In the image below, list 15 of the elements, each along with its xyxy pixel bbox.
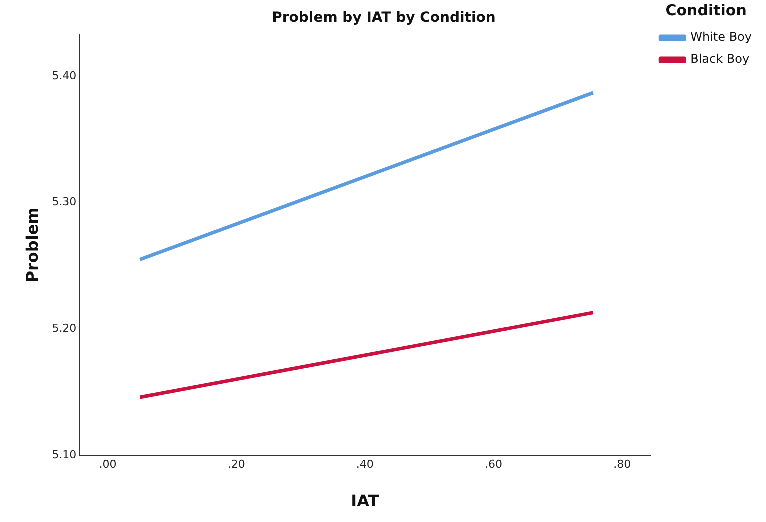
legend-title: Condition [666, 1, 747, 20]
x-tick-label: .60 [484, 458, 502, 472]
x-axis-title: IAT [351, 492, 380, 511]
y-axis-title: Problem [22, 208, 42, 283]
legend-label: White Boy [690, 30, 752, 44]
legend-label: Black Boy [690, 52, 750, 66]
chart-title: Problem by IAT by Condition [272, 10, 496, 26]
x-tick-label: .00 [99, 458, 117, 472]
x-tick-label: .20 [228, 458, 246, 472]
y-tick-label: 5.30 [52, 196, 77, 209]
x-tick-label: .40 [356, 458, 374, 472]
x-tick-label: .80 [614, 458, 632, 472]
y-tick-label: 5.20 [52, 322, 77, 336]
y-tick-label: 5.40 [52, 69, 77, 82]
y-tick-label: 5.10 [52, 448, 77, 462]
